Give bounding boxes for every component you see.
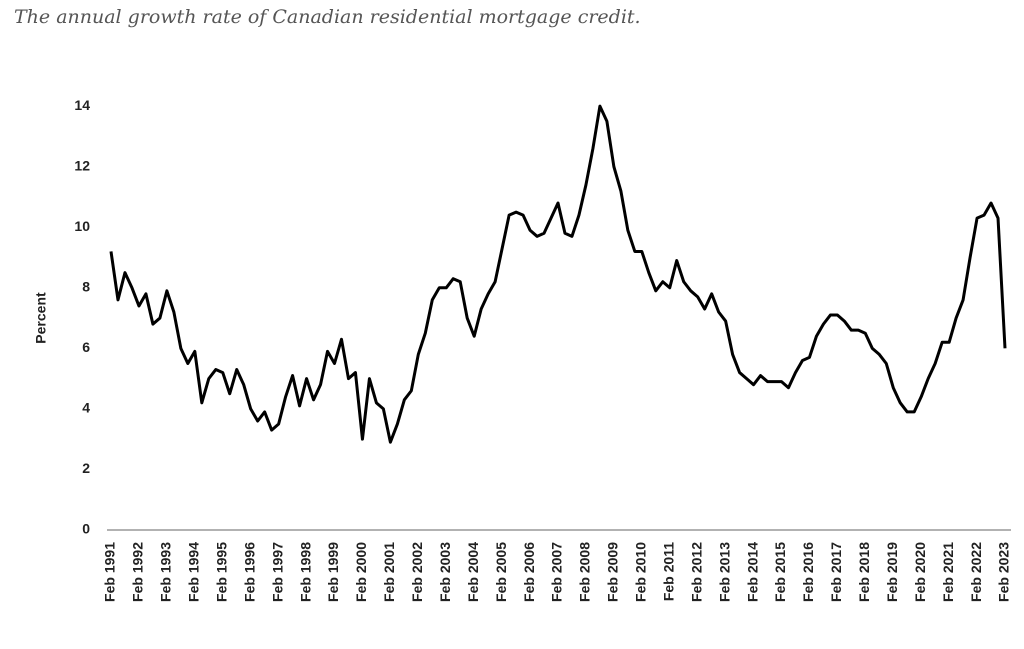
y-tick-label: 4 [82,400,90,416]
y-tick-label: 0 [82,521,90,537]
x-tick-label: Feb 2007 [549,542,565,602]
x-tick-label: Feb 2002 [409,542,425,602]
y-tick-label: 2 [82,460,90,476]
x-tick-label: Feb 1998 [297,542,313,602]
x-tick-label: Feb 2020 [912,542,928,602]
x-tick-label: Feb 2001 [381,542,397,602]
x-tick-label: Feb 1993 [158,542,174,602]
x-tick-label: Feb 2017 [828,542,844,602]
x-tick-label: Feb 1999 [325,542,341,602]
y-tick-label: 10 [74,218,90,234]
x-tick-label: Feb 2006 [521,542,537,602]
y-axis-label: Percent [33,292,49,344]
x-tick-label: Feb 2016 [800,542,816,602]
x-tick-label: Feb 2014 [744,542,760,602]
x-tick-label: Feb 1992 [130,542,146,602]
x-tick-label: Feb 2023 [996,542,1012,602]
x-tick-label: Feb 2015 [772,542,788,602]
x-tick-label: Feb 1994 [186,542,202,602]
y-tick-label: 8 [82,278,90,294]
y-tick-label: 12 [74,157,90,173]
x-tick-label: Feb 1995 [213,542,229,602]
x-tick-label: Feb 2010 [633,542,649,602]
x-tick-label: Feb 2011 [660,542,676,601]
x-tick-label: Feb 2013 [716,542,732,602]
x-tick-label: Feb 2021 [940,542,956,602]
line-series [109,104,1007,444]
x-tick-label: Feb 2009 [605,542,621,602]
x-tick-label: Feb 2003 [437,542,453,602]
x-tick-label: Feb 1991 [102,542,118,602]
x-tick-label: Feb 2008 [577,542,593,602]
x-tick-label: Feb 2018 [856,542,872,602]
x-tick-label: Feb 2019 [884,542,900,602]
y-tick-label: 14 [74,97,90,113]
x-tick-label: Feb 1997 [269,542,285,602]
chart-title: The annual growth rate of Canadian resid… [14,6,641,28]
x-tick-label: Feb 2022 [968,542,984,602]
y-tick-label: 6 [82,339,90,355]
x-tick-label: Feb 2012 [688,542,704,602]
x-tick-label: Feb 2005 [493,542,509,602]
x-tick-label: Feb 2004 [465,542,481,602]
x-tick-label: Feb 2000 [353,542,369,602]
x-tick-label: Feb 1996 [241,542,257,602]
